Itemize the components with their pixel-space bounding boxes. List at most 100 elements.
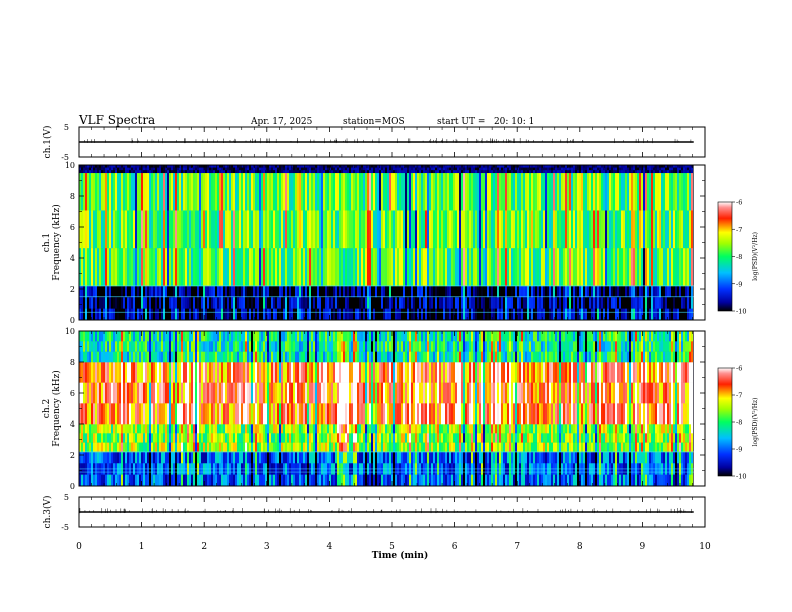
spectrogram-cell: [569, 285, 571, 298]
spectrogram-cell: [419, 308, 421, 321]
spectrogram-cell: [175, 331, 177, 342]
spectrogram-cell: [451, 308, 453, 321]
spectrogram-cell: [455, 308, 457, 321]
spectrogram-cell: [467, 308, 469, 321]
spectrogram-cell: [207, 351, 209, 363]
spectrogram-cell: [185, 285, 187, 298]
spectrogram-cell: [213, 433, 215, 443]
spectrogram-cell: [453, 170, 455, 174]
spectrogram-cell: [197, 382, 199, 404]
spectrogram-cell: [159, 170, 161, 174]
spectrogram-cell: [187, 285, 189, 298]
spectrogram-cell: [189, 474, 191, 487]
spectrogram-cell: [253, 308, 255, 321]
spectrogram-cell: [349, 172, 351, 211]
spectrogram-cell: [195, 285, 197, 298]
spectrogram-cell: [163, 308, 165, 321]
spectrogram-cell: [95, 167, 97, 171]
spectrogram-cell: [87, 351, 89, 363]
spectrogram-cell: [653, 170, 655, 174]
spectrogram-cell: [277, 403, 279, 425]
spectrogram-cell: [317, 248, 319, 287]
spectrogram-cell: [127, 403, 129, 425]
spectrogram-cell: [155, 167, 157, 171]
spectrogram-cell: [569, 165, 571, 168]
spectrogram-cell: [103, 433, 105, 443]
spectrogram-cell: [597, 248, 599, 287]
spectrogram-cell: [301, 424, 303, 434]
spectrogram-cell: [397, 285, 399, 298]
spectrogram-cell: [255, 210, 257, 249]
spectrogram-cell: [481, 170, 483, 174]
spectrogram-cell: [81, 285, 83, 298]
spectrogram-cell: [581, 297, 583, 309]
spectrogram-cell: [673, 308, 675, 321]
spectrogram-cell: [677, 297, 679, 309]
spectrogram-cell: [339, 442, 341, 453]
spectrogram-cell: [691, 167, 693, 171]
spectrogram-cell: [181, 433, 183, 443]
spectrogram-cell: [597, 285, 599, 298]
spectrogram-cell: [259, 403, 261, 425]
spectrogram-cell: [417, 165, 419, 168]
spectrogram-cell: [385, 170, 387, 174]
spectrogram-cell: [545, 308, 547, 321]
spectrogram-cell: [157, 351, 159, 363]
spectrogram-cell: [615, 170, 617, 174]
spectrogram-cell: [571, 170, 573, 174]
spectrogram-cell: [665, 210, 667, 249]
spectrogram-cell: [297, 382, 299, 404]
spectrogram-cell: [357, 172, 359, 211]
spectrogram-cell: [211, 170, 213, 174]
spectrogram-cell: [307, 451, 309, 464]
spectrogram-cell: [355, 172, 357, 211]
spectrogram-cell: [229, 165, 231, 168]
spectrogram-cell: [401, 210, 403, 249]
spectrogram-cell: [339, 297, 341, 309]
spectrogram-cell: [131, 248, 133, 287]
spectrogram-cell: [239, 341, 241, 352]
spectrogram-cell: [253, 451, 255, 464]
spectrogram-cell: [407, 210, 409, 249]
spectrogram-cell: [683, 285, 685, 298]
spectrogram-cell: [519, 297, 521, 309]
spectrogram-cell: [297, 210, 299, 249]
spectrogram-cell: [333, 341, 335, 352]
spectrogram-cell: [167, 170, 169, 174]
spectrogram-cell: [277, 285, 279, 298]
spectrogram-cell: [437, 165, 439, 168]
spectrogram-cell: [265, 382, 267, 404]
spectrogram-cell: [215, 308, 217, 321]
spectrogram-cell: [97, 297, 99, 309]
spectrogram-cell: [609, 297, 611, 309]
spectrogram-cell: [261, 382, 263, 404]
spectrogram-cell: [349, 165, 351, 168]
spectrogram-cell: [337, 167, 339, 171]
spectrogram-cell: [321, 451, 323, 464]
spectrogram-cell: [103, 424, 105, 434]
spectrogram-cell: [351, 433, 353, 443]
spectrogram-cell: [323, 167, 325, 171]
spectrogram-cell: [85, 170, 87, 174]
spectrogram-cell: [331, 351, 333, 363]
spectrogram-cell: [407, 167, 409, 171]
spectrogram-cell: [369, 308, 371, 321]
spectrogram-cell: [477, 285, 479, 298]
spectrogram-cell: [113, 308, 115, 321]
spectrogram-cell: [201, 308, 203, 321]
spectrogram-cell: [603, 170, 605, 174]
spectrogram-cell: [633, 308, 635, 321]
spectrogram-cell: [261, 165, 263, 168]
spectrogram-cell: [603, 308, 605, 321]
spectrogram-cell: [309, 308, 311, 321]
spectrogram-cell: [225, 474, 227, 487]
spectrogram-cell: [379, 210, 381, 249]
spectrogram-cell: [113, 433, 115, 443]
spectrogram-cell: [633, 297, 635, 309]
spectrogram-cell: [213, 351, 215, 363]
spectrogram-cell: [305, 285, 307, 298]
spectrogram-cell: [329, 308, 331, 321]
spectrogram-cell: [371, 403, 373, 425]
spectrogram-cell: [375, 165, 377, 168]
spectrogram-cell: [183, 210, 185, 249]
